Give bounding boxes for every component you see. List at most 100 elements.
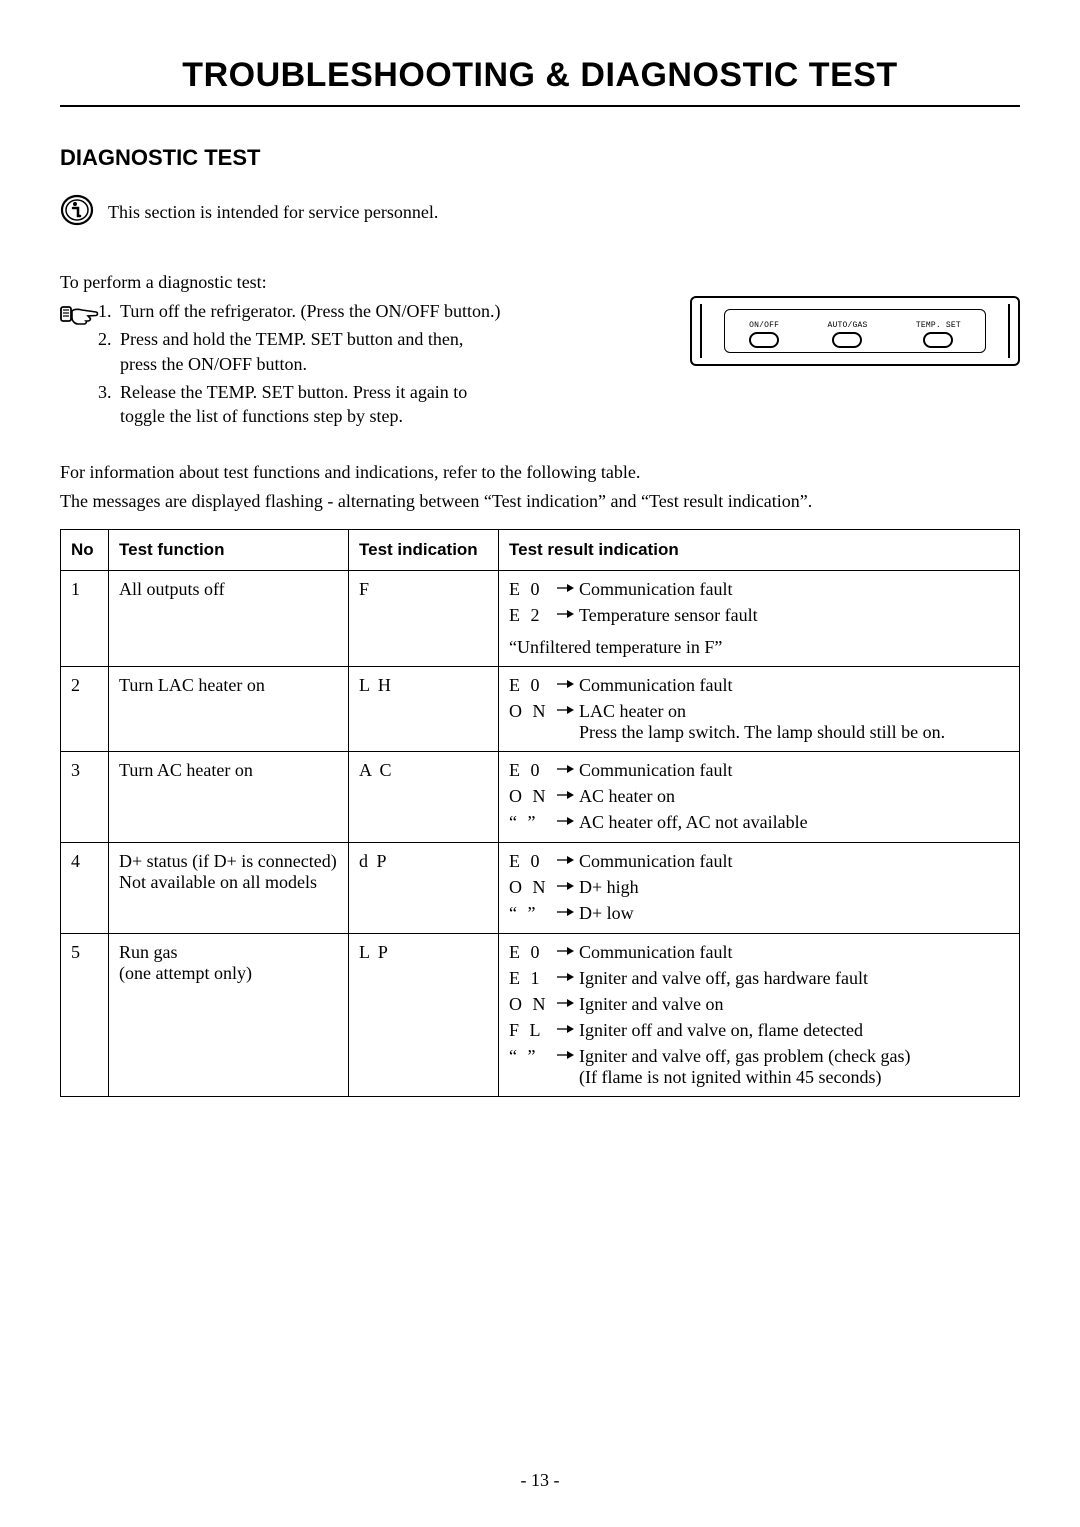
result-desc: AC heater on xyxy=(579,786,1009,807)
cell-indication: d P xyxy=(349,843,499,934)
th-indication: Test indication xyxy=(349,530,499,571)
steps-list: Turn off the refrigerator. (Press the ON… xyxy=(110,299,500,432)
cell-indication: L H xyxy=(349,667,499,752)
panel-button-label: AUTO/GAS xyxy=(827,321,867,330)
cell-function: All outputs off xyxy=(109,571,349,667)
result-desc: Communication fault xyxy=(579,851,1009,872)
result-desc: Communication fault xyxy=(579,675,1009,696)
cell-no: 5 xyxy=(61,934,109,1097)
result-code: “ ” xyxy=(509,903,557,924)
cell-indication: L P xyxy=(349,934,499,1097)
result-desc: D+ high xyxy=(579,877,1009,898)
arrow-icon xyxy=(557,786,579,808)
panel-button: TEMP. SET xyxy=(916,321,961,348)
step-item: Press and hold the TEMP. SET button and … xyxy=(116,327,476,376)
cell-no: 3 xyxy=(61,752,109,843)
step-item: Release the TEMP. SET button. Press it a… xyxy=(116,380,496,429)
result-desc: Temperature sensor fault xyxy=(579,605,1009,626)
info-note-row: This section is intended for service per… xyxy=(60,193,1020,232)
result-desc: AC heater off, AC not available xyxy=(579,812,1009,833)
panel-button-label: ON/OFF xyxy=(749,321,779,330)
cell-function: Turn AC heater on xyxy=(109,752,349,843)
cell-no: 4 xyxy=(61,843,109,934)
cell-indication: A C xyxy=(349,752,499,843)
result-note: “Unfiltered temperature in F” xyxy=(509,637,1009,658)
arrow-icon xyxy=(557,877,579,899)
result-code: E 0 xyxy=(509,942,557,963)
table-row: 4D+ status (if D+ is connected) Not avai… xyxy=(61,843,1020,934)
cell-function: D+ status (if D+ is connected) Not avail… xyxy=(109,843,349,934)
arrow-icon xyxy=(557,701,579,723)
panel-button-shape xyxy=(749,332,779,348)
result-desc: LAC heater on Press the lamp switch. The… xyxy=(579,701,1009,743)
arrow-icon xyxy=(557,1020,579,1042)
lead-text: To perform a diagnostic test: xyxy=(60,272,1020,293)
result-code: “ ” xyxy=(509,812,557,833)
result-desc: Communication fault xyxy=(579,760,1009,781)
arrow-icon xyxy=(557,760,579,782)
result-desc: Igniter off and valve on, flame detected xyxy=(579,1020,1009,1041)
control-panel-diagram: ON/OFF AUTO/GAS TEMP. SET xyxy=(690,296,1020,366)
cell-result: E 0 Communication fault O N AC heater on “ ”… xyxy=(499,752,1020,843)
result-code: E 0 xyxy=(509,851,557,872)
result-code: O N xyxy=(509,877,557,898)
panel-button: ON/OFF xyxy=(749,321,779,348)
result-desc: Igniter and valve off, gas problem (chec… xyxy=(579,1046,1009,1088)
result-desc: Communication fault xyxy=(579,942,1009,963)
cell-function: Turn LAC heater on xyxy=(109,667,349,752)
result-desc: Igniter and valve on xyxy=(579,994,1009,1015)
result-desc: D+ low xyxy=(579,903,1009,924)
panel-button-shape xyxy=(832,332,862,348)
arrow-icon xyxy=(557,579,579,601)
arrow-icon xyxy=(557,675,579,697)
th-no: No xyxy=(61,530,109,571)
page-title: TROUBLESHOOTING & DIAGNOSTIC TEST xyxy=(60,56,1020,107)
cell-no: 1 xyxy=(61,571,109,667)
table-row: 1All outputs offFE 0Communication faultE… xyxy=(61,571,1020,667)
paragraph-1: For information about test functions and… xyxy=(60,460,1020,484)
result-code: O N xyxy=(509,786,557,807)
cell-result: E 0 Communication fault E 1 Igniter and val… xyxy=(499,934,1020,1097)
result-code: “ ” xyxy=(509,1046,557,1067)
paragraph-2: The messages are displayed flashing - al… xyxy=(60,489,1020,513)
cell-result: E 0 Communication fault O N D+ high “ ” D+ lo… xyxy=(499,843,1020,934)
result-code: E 1 xyxy=(509,968,557,989)
section-heading: DIAGNOSTIC TEST xyxy=(60,145,1020,171)
info-icon xyxy=(60,193,94,232)
result-code: E 0 xyxy=(509,675,557,696)
arrow-icon xyxy=(557,942,579,964)
result-code: F L xyxy=(509,1020,557,1041)
arrow-icon xyxy=(557,851,579,873)
arrow-icon xyxy=(557,903,579,925)
step-item: Turn off the refrigerator. (Press the ON… xyxy=(116,299,500,323)
result-code: E 0 xyxy=(509,760,557,781)
arrow-icon xyxy=(557,1046,579,1068)
result-desc: Igniter and valve off, gas hardware faul… xyxy=(579,968,1009,989)
result-code: O N xyxy=(509,701,557,722)
arrow-icon xyxy=(557,968,579,990)
cell-indication: F xyxy=(349,571,499,667)
result-code: E 0 xyxy=(509,579,557,600)
arrow-icon xyxy=(557,605,579,627)
result-desc: Communication fault xyxy=(579,579,1009,600)
result-code: E 2 xyxy=(509,605,557,626)
result-code: O N xyxy=(509,994,557,1015)
hand-pointing-icon xyxy=(60,301,100,332)
arrow-icon xyxy=(557,812,579,834)
table-row: 5Run gas (one attempt only)L P E 0 Communi… xyxy=(61,934,1020,1097)
page-number: - 13 - xyxy=(0,1470,1080,1491)
cell-result: E 0 Communication fault O N LAC heater on P… xyxy=(499,667,1020,752)
arrow-icon xyxy=(557,994,579,1016)
cell-no: 2 xyxy=(61,667,109,752)
th-function: Test function xyxy=(109,530,349,571)
th-result: Test result indication xyxy=(499,530,1020,571)
panel-button-shape xyxy=(923,332,953,348)
table-row: 2Turn LAC heater onL H E 0 Communication f… xyxy=(61,667,1020,752)
panel-button-label: TEMP. SET xyxy=(916,321,961,330)
panel-button: AUTO/GAS xyxy=(827,321,867,348)
diagnostic-table: No Test function Test indication Test re… xyxy=(60,529,1020,1097)
cell-function: Run gas (one attempt only) xyxy=(109,934,349,1097)
table-row: 3Turn AC heater onA C E 0 Communication fa… xyxy=(61,752,1020,843)
cell-result: E 0 Communication fault E 2 Temperature sen… xyxy=(499,571,1020,667)
info-note-text: This section is intended for service per… xyxy=(108,202,438,223)
